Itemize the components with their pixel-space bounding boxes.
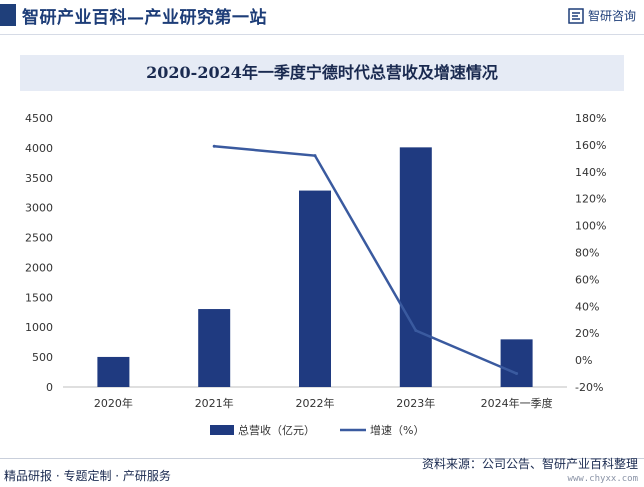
y-right-tick-label: 0% — [575, 354, 592, 367]
y-right-tick-label: -20% — [575, 381, 603, 394]
chart-title: 2020-2024年一季度宁德时代总营收及增速情况 — [146, 63, 498, 82]
y-right-tick-label: 100% — [575, 220, 606, 233]
y-left-tick-label: 1000 — [25, 321, 53, 334]
footer-services: 精品研报 · 专题定制 · 产研服务 — [4, 469, 171, 483]
chart-title-banner: 2020-2024年一季度宁德时代总营收及增速情况 — [20, 55, 624, 91]
growth-rate-point — [414, 329, 418, 333]
x-tick-label: 2022年 — [296, 396, 335, 410]
y-right-tick-label: 80% — [575, 247, 599, 260]
data-source: 资料来源：公司公告、智研产业百科整理 — [421, 457, 638, 471]
y-left-tick-label: 500 — [32, 351, 53, 364]
x-tick-label: 2024年一季度 — [481, 396, 553, 410]
site-url[interactable]: www.chyxx.com — [567, 474, 638, 484]
y-left-tick-label: 1500 — [25, 291, 53, 304]
revenue-bar — [299, 190, 331, 387]
y-right-tick-label: 120% — [575, 193, 606, 206]
revenue-bar — [97, 356, 130, 387]
zhiyan-logo-icon — [568, 7, 584, 24]
footer-divider — [0, 458, 644, 459]
header-divider — [0, 34, 644, 35]
y-left-tick-label: 3500 — [25, 172, 53, 185]
y-right-tick-label: 160% — [575, 139, 606, 152]
y-left-tick-label: 4500 — [25, 112, 53, 125]
y-right-tick-label: 180% — [575, 112, 606, 125]
revenue-bar — [500, 339, 533, 387]
brand[interactable]: 智研咨询 — [568, 7, 636, 24]
x-tick-label: 2021年 — [195, 396, 234, 410]
revenue-bar — [198, 309, 231, 387]
revenue-bar — [399, 147, 432, 387]
legend-revenue-swatch — [210, 425, 234, 435]
x-tick-label: 2020年 — [94, 396, 133, 410]
y-left-tick-label: 2000 — [25, 261, 53, 274]
growth-rate-point — [515, 372, 519, 376]
y-left-tick-label: 0 — [46, 381, 53, 394]
y-right-tick-label: 140% — [575, 166, 606, 179]
y-right-tick-label: 20% — [575, 327, 599, 340]
legend-revenue-label: 总营收（亿元） — [238, 423, 315, 437]
header-accent-bar — [0, 4, 16, 26]
y-right-tick-label: 40% — [575, 300, 599, 313]
y-right-tick-label: 60% — [575, 273, 599, 286]
legend-growth-label: 增速（%） — [370, 423, 424, 437]
growth-rate-point — [313, 154, 317, 158]
revenue-growth-chart: 0 500 1000 1500 2000 2500 3000 3500 4000 4500 -20%… — [25, 112, 606, 437]
y-left-tick-label: 4000 — [25, 142, 53, 155]
x-tick-label: 2023年 — [396, 396, 435, 410]
page-header: 智研产业百科—产业研究第一站 智研咨询 — [0, 0, 644, 32]
brand-name: 智研咨询 — [587, 9, 636, 23]
header-title: 智研产业百科—产业研究第一站 — [22, 8, 267, 28]
growth-rate-point — [212, 144, 216, 148]
growth-rate-line — [214, 145, 518, 375]
y-left-tick-label: 2500 — [25, 232, 53, 245]
y-left-tick-label: 3000 — [25, 202, 53, 215]
